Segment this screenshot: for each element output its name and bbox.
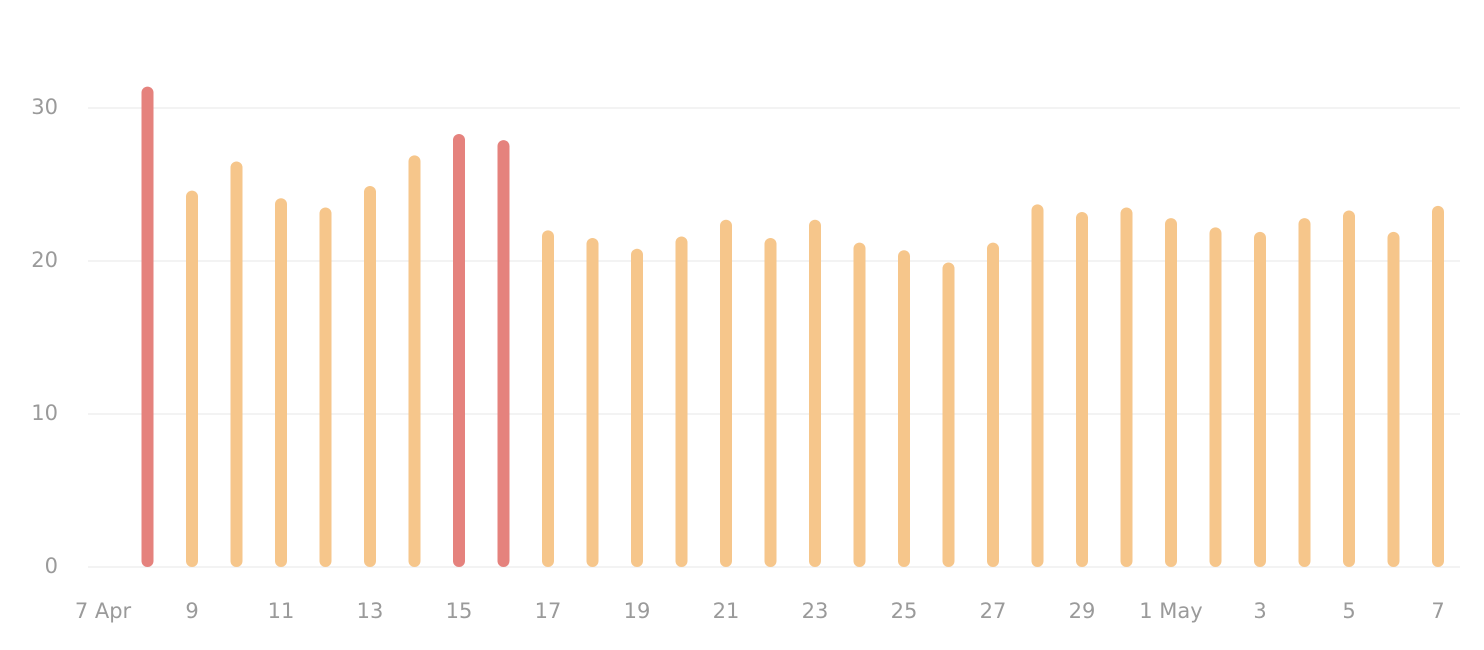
bar [942,262,955,567]
y-tick-label: 10 [31,401,58,425]
bar [1254,231,1266,567]
bar [1031,204,1044,567]
x-tick-label: 7 Apr [75,599,132,623]
x-tick-label: 27 [980,599,1007,623]
y-tick-label: 30 [31,95,58,119]
bar [542,230,554,567]
bar [1076,212,1088,568]
bar [230,161,243,568]
x-tick-label: 11 [268,599,295,623]
y-tick-label: 0 [45,554,58,578]
bar [853,242,866,567]
bar [497,140,510,567]
x-tick-label: 23 [802,599,829,623]
x-tick-label: 29 [1069,599,1096,623]
bar [319,207,332,567]
x-tick-label: 15 [446,599,473,623]
bar [720,219,732,567]
bar [675,236,688,567]
bar [987,242,999,567]
x-tick-label: 7 [1431,599,1444,623]
x-tick-label: 9 [185,599,198,623]
x-tick-label: 19 [624,599,651,623]
x-tick-label: 1 May [1139,599,1202,623]
x-tick-label: 17 [535,599,562,623]
bar [141,86,154,567]
bar [408,155,421,567]
bar [1298,218,1311,567]
x-tick-label: 21 [713,599,740,623]
x-tick-label: 5 [1342,599,1355,623]
bar [1343,210,1355,567]
bar [631,248,643,567]
bar [809,219,821,567]
bar [764,238,777,568]
bar [1120,207,1133,567]
bar [453,134,465,567]
x-tick-label: 13 [357,599,384,623]
bar [1432,205,1444,568]
y-tick-label: 20 [31,248,58,272]
bar [898,250,910,568]
bar [364,186,376,567]
x-tick-label: 25 [891,599,918,623]
bar [1209,227,1222,567]
x-tick-label: 3 [1253,599,1266,623]
bar [275,198,287,567]
bar [1387,231,1400,567]
bar [586,238,599,568]
bar [1165,218,1177,567]
bar [186,190,198,567]
